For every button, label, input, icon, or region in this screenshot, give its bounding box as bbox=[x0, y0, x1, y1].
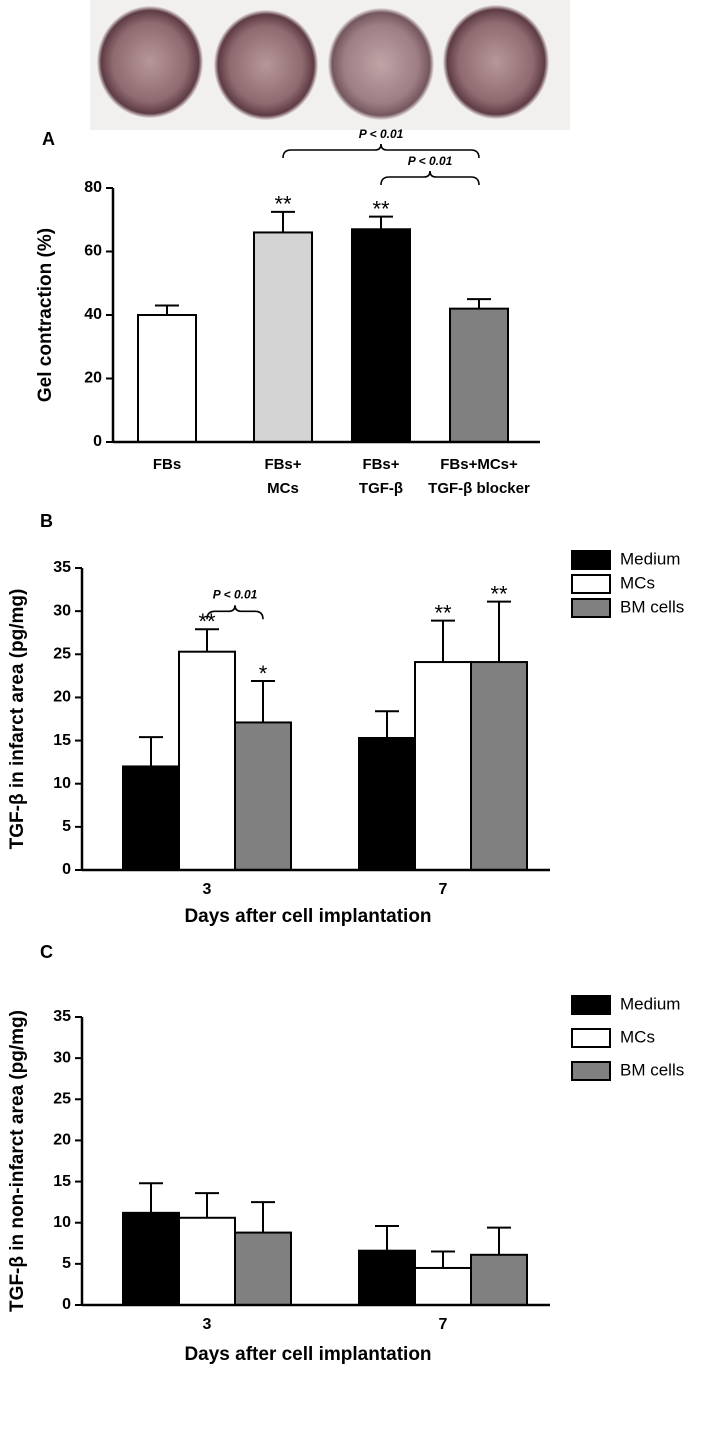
bar bbox=[449, 307, 509, 443]
legend-swatch bbox=[571, 574, 611, 594]
y-tick-label: 35 bbox=[53, 1008, 71, 1025]
y-tick-label: 40 bbox=[84, 306, 102, 323]
comparison-bracket bbox=[282, 143, 480, 159]
error-bar bbox=[155, 304, 179, 315]
bar bbox=[351, 228, 411, 443]
error-bar bbox=[375, 710, 399, 738]
y-tick-label: 60 bbox=[84, 243, 102, 260]
bar bbox=[253, 231, 313, 443]
x-axis-label: Days after cell implantation bbox=[184, 1344, 431, 1365]
bar bbox=[178, 650, 236, 871]
error-bar bbox=[271, 210, 295, 233]
legend-swatch bbox=[571, 995, 611, 1015]
x-tick-label: 3 bbox=[203, 881, 212, 898]
x-tick-label: FBs+ MCs bbox=[264, 456, 301, 497]
x-tick-label: FBs+MCs+ TGF-β blocker bbox=[428, 456, 530, 497]
significance: ** bbox=[274, 192, 292, 217]
error-bar bbox=[487, 1226, 511, 1255]
legend-label: MCs bbox=[620, 1027, 655, 1046]
y-tick-label: 25 bbox=[53, 646, 71, 663]
y-tick-label: 20 bbox=[53, 689, 71, 706]
x-axis-label: Days after cell implantation bbox=[184, 906, 431, 927]
y-tick-label: 30 bbox=[53, 1049, 71, 1066]
y-axis-label: TGF-β in non-infarct area (pg/mg) bbox=[7, 1010, 28, 1312]
gel-disk bbox=[214, 10, 318, 120]
y-tick-label: 10 bbox=[53, 775, 71, 792]
comparison-bracket bbox=[206, 605, 264, 620]
x-tick-label: 7 bbox=[439, 1316, 448, 1333]
error-bar bbox=[139, 1182, 163, 1213]
legend-swatch bbox=[571, 1061, 611, 1081]
bar bbox=[358, 1249, 416, 1306]
significance: ** bbox=[490, 581, 508, 606]
panel-label: C bbox=[40, 942, 53, 962]
gel-disk bbox=[97, 6, 203, 118]
error-bar bbox=[487, 600, 511, 663]
legend-swatch bbox=[571, 598, 611, 618]
legend-label: BM cells bbox=[620, 1060, 684, 1079]
error-bar bbox=[251, 680, 275, 723]
error-bar bbox=[369, 215, 393, 230]
bar bbox=[178, 1216, 236, 1306]
comparison-bracket bbox=[380, 170, 480, 186]
significance: * bbox=[259, 661, 268, 686]
bar bbox=[234, 721, 292, 871]
comparison-label: P < 0.01 bbox=[359, 127, 404, 141]
y-tick-label: 5 bbox=[62, 1255, 71, 1272]
y-tick-label: 15 bbox=[53, 732, 71, 749]
legend-label: Medium bbox=[620, 549, 680, 568]
y-tick-label: 20 bbox=[53, 1132, 71, 1149]
bar bbox=[358, 736, 416, 871]
error-bar bbox=[139, 736, 163, 767]
panel-label: B bbox=[40, 511, 53, 531]
significance: ** bbox=[372, 196, 390, 221]
bar bbox=[137, 314, 197, 443]
panel-label: A bbox=[42, 129, 55, 149]
x-tick-label: FBs bbox=[153, 456, 181, 473]
error-bar bbox=[375, 1225, 399, 1251]
error-bar bbox=[467, 298, 491, 309]
y-tick-label: 0 bbox=[62, 1296, 71, 1313]
bar bbox=[470, 661, 528, 872]
significance: ** bbox=[434, 600, 452, 625]
comparison-label: P < 0.01 bbox=[408, 154, 453, 168]
y-tick-label: 35 bbox=[53, 559, 71, 576]
y-axis-label: Gel contraction (%) bbox=[35, 228, 56, 402]
bar bbox=[234, 1231, 292, 1307]
y-tick-label: 15 bbox=[53, 1173, 71, 1190]
bar bbox=[122, 1211, 180, 1306]
y-tick-label: 25 bbox=[53, 1091, 71, 1108]
y-tick-label: 0 bbox=[62, 861, 71, 878]
bar bbox=[470, 1253, 528, 1306]
gel-disk bbox=[328, 8, 434, 120]
error-bar bbox=[195, 628, 219, 652]
x-tick-label: 3 bbox=[203, 1316, 212, 1333]
y-tick-label: 0 bbox=[93, 433, 102, 450]
significance: ** bbox=[198, 609, 216, 634]
legend-swatch bbox=[571, 550, 611, 570]
error-bar bbox=[431, 619, 455, 663]
comparison-label: P < 0.01 bbox=[213, 587, 258, 601]
x-tick-label: 7 bbox=[439, 881, 448, 898]
x-tick-label: FBs+ TGF-β bbox=[359, 456, 403, 497]
error-bar bbox=[431, 1250, 455, 1268]
gel-disk bbox=[443, 5, 549, 119]
legend-label: BM cells bbox=[620, 597, 684, 616]
bar bbox=[414, 661, 472, 872]
y-tick-label: 80 bbox=[84, 179, 102, 196]
y-tick-label: 5 bbox=[62, 818, 71, 835]
y-axis-label: TGF-β in infarct area (pg/mg) bbox=[7, 589, 28, 850]
bar bbox=[414, 1266, 472, 1307]
error-bar bbox=[195, 1192, 219, 1218]
y-tick-label: 20 bbox=[84, 370, 102, 387]
error-bar bbox=[251, 1201, 275, 1233]
legend-label: Medium bbox=[620, 994, 680, 1013]
y-tick-label: 10 bbox=[53, 1214, 71, 1231]
y-tick-label: 30 bbox=[53, 602, 71, 619]
legend-label: MCs bbox=[620, 573, 655, 592]
bar bbox=[122, 765, 180, 872]
legend-swatch bbox=[571, 1028, 611, 1048]
